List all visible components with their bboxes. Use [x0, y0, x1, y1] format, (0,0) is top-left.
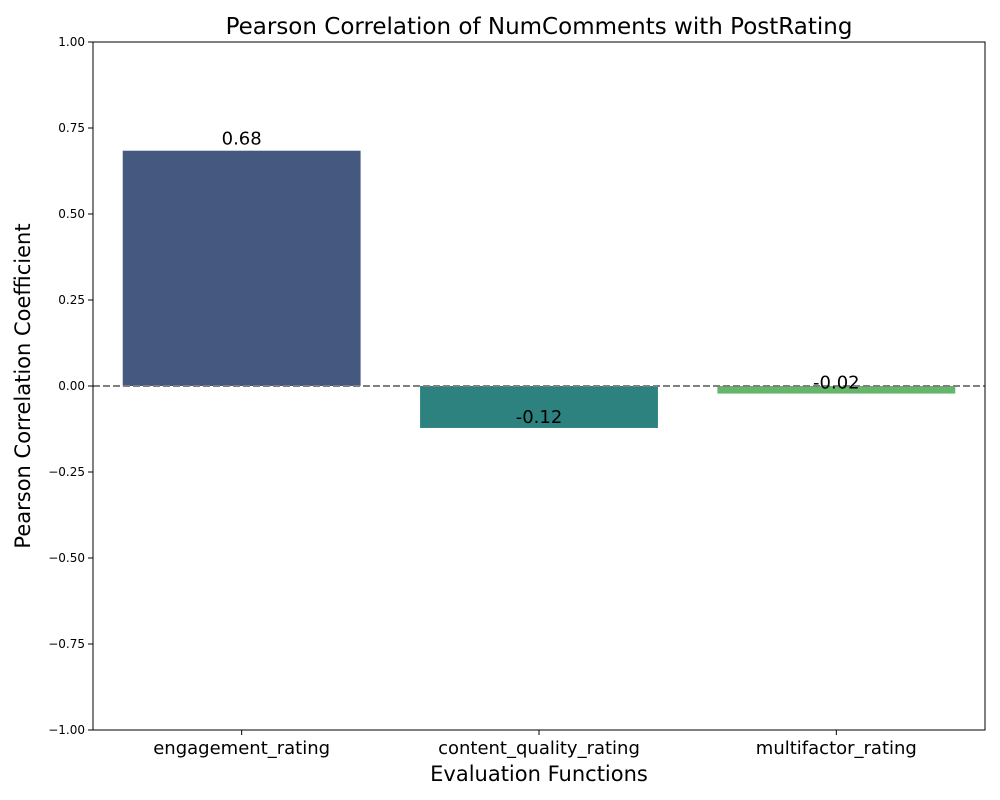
chart-title: Pearson Correlation of NumComments with …	[226, 14, 853, 40]
bar-value-label: -0.02	[813, 373, 860, 394]
y-tick-label: −0.25	[48, 465, 85, 479]
y-axis-ticks: −1.00 −0.75 −0.50 −0.25 0.00 0.25 0.50 0.75 1.00	[48, 35, 93, 737]
bar-engagement_rating	[122, 150, 361, 386]
y-tick-label: 0.75	[58, 121, 85, 135]
y-axis-title: Pearson Correlation Coefficient	[11, 223, 35, 548]
y-tick-label: −1.00	[48, 723, 85, 737]
y-tick-label: −0.50	[48, 551, 85, 565]
x-tick-label: engagement_rating	[153, 738, 330, 759]
y-tick-label: 1.00	[58, 35, 85, 49]
plot-frame	[92, 41, 986, 731]
x-tick-label: content_quality_rating	[438, 738, 640, 759]
bar-value-label: -0.12	[516, 407, 563, 428]
x-axis-title: Evaluation Functions	[430, 762, 648, 786]
x-axis-ticks: engagement_rating content_quality_rating m…	[153, 730, 917, 759]
y-tick-label: 0.00	[58, 379, 85, 393]
bars	[122, 150, 956, 428]
y-tick-label: 0.25	[58, 293, 85, 307]
bar-value-labels: 0.68 -0.12 -0.02	[222, 129, 860, 428]
bar-content_quality_rating	[420, 386, 658, 428]
y-tick-label: −0.75	[48, 637, 85, 651]
bar-multifactor_rating	[717, 386, 956, 394]
y-tick-label: 0.50	[58, 207, 85, 221]
bar-value-label: 0.68	[222, 129, 262, 150]
x-tick-label: multifactor_rating	[756, 738, 917, 759]
